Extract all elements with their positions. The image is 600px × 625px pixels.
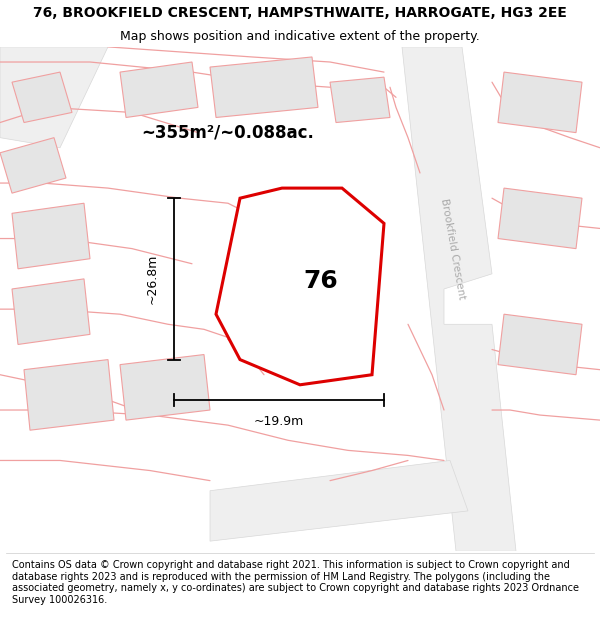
- Polygon shape: [12, 203, 90, 269]
- Polygon shape: [264, 234, 348, 289]
- Polygon shape: [216, 188, 384, 385]
- Polygon shape: [498, 188, 582, 249]
- Text: Brookfield Crescent: Brookfield Crescent: [439, 198, 467, 300]
- Polygon shape: [210, 57, 318, 118]
- Polygon shape: [498, 314, 582, 375]
- Polygon shape: [24, 359, 114, 430]
- Polygon shape: [120, 62, 198, 118]
- Polygon shape: [498, 72, 582, 132]
- Text: ~19.9m: ~19.9m: [254, 415, 304, 428]
- Polygon shape: [330, 77, 390, 122]
- Text: 76, BROOKFIELD CRESCENT, HAMPSTHWAITE, HARROGATE, HG3 2EE: 76, BROOKFIELD CRESCENT, HAMPSTHWAITE, H…: [33, 6, 567, 20]
- Polygon shape: [0, 47, 108, 148]
- Text: 76: 76: [304, 269, 338, 293]
- Polygon shape: [402, 47, 516, 551]
- Text: Map shows position and indicative extent of the property.: Map shows position and indicative extent…: [120, 30, 480, 43]
- Text: ~355m²/~0.088ac.: ~355m²/~0.088ac.: [142, 124, 314, 142]
- Text: Contains OS data © Crown copyright and database right 2021. This information is : Contains OS data © Crown copyright and d…: [12, 560, 579, 605]
- Polygon shape: [12, 72, 72, 122]
- Text: ~26.8m: ~26.8m: [146, 254, 159, 304]
- Polygon shape: [0, 138, 66, 193]
- Polygon shape: [210, 461, 468, 541]
- Polygon shape: [12, 279, 90, 344]
- Polygon shape: [120, 354, 210, 420]
